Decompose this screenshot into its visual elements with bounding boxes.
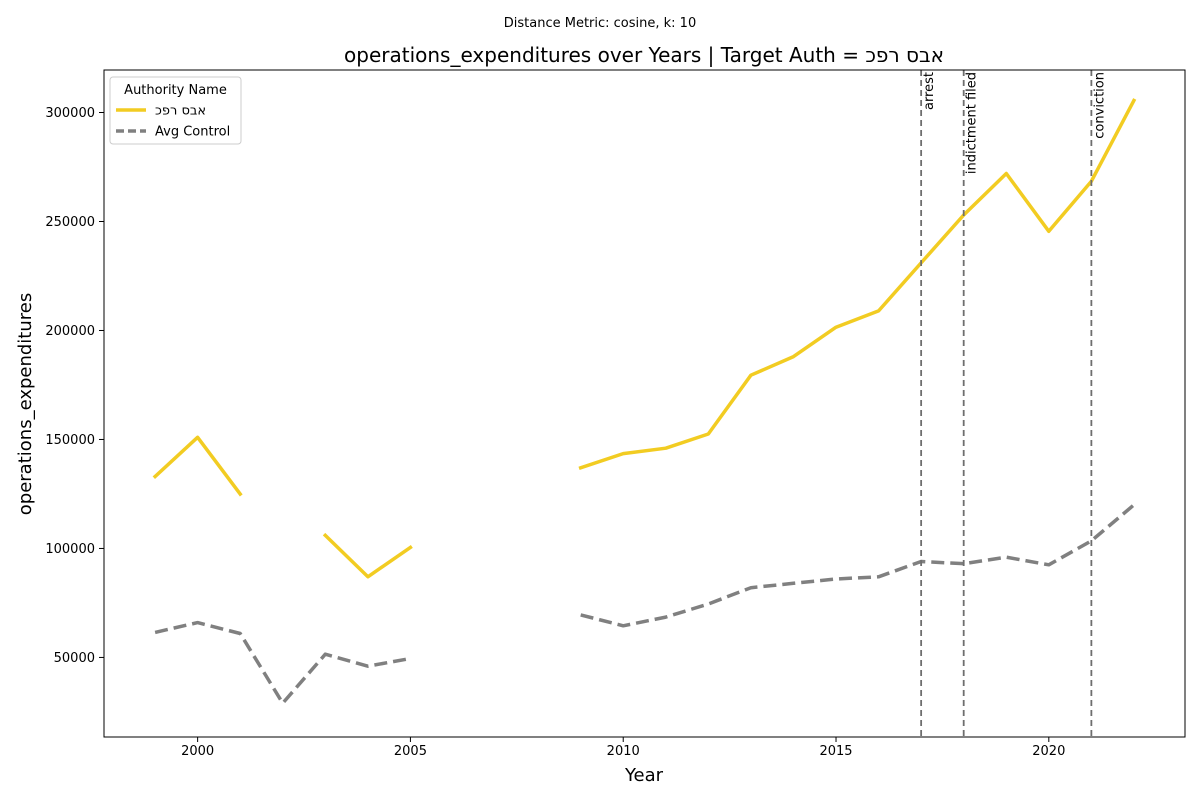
- y-tick-label: 150000: [45, 433, 95, 448]
- legend: Authority Name אבס רפכ Avg Control: [109, 76, 242, 145]
- legend-box: [109, 76, 242, 145]
- series-line-0: [578, 98, 1137, 471]
- x-tick-label: 2020: [1032, 744, 1065, 759]
- x-tick-label: 2015: [819, 744, 852, 759]
- legend-entry-0: אבס רפכ: [155, 104, 206, 119]
- chart-title: operations_expenditures over Years | Tar…: [344, 43, 944, 67]
- event-label: conviction: [1092, 72, 1107, 139]
- x-tick-label: 2010: [607, 744, 640, 759]
- x-tick-label: 2000: [181, 744, 214, 759]
- y-axis-label: operations_expenditures: [15, 293, 36, 515]
- event-label: arrest: [922, 72, 937, 110]
- plot-frame: [103, 69, 1186, 738]
- plot-area: 2000 2005 2010 2015 2020 50000 100000 150000 200…: [45, 70, 1137, 759]
- y-tick-label: 300000: [45, 106, 95, 121]
- x-tick-label: 2005: [394, 744, 427, 759]
- y-tick-label: 250000: [45, 215, 95, 230]
- legend-entry-1: Avg Control: [155, 125, 230, 140]
- y-tick-label: 50000: [54, 651, 95, 666]
- event-label: indictment filed: [965, 72, 980, 174]
- y-tick-label: 200000: [45, 324, 95, 339]
- series-line-0: [322, 532, 413, 579]
- legend-title: Authority Name: [124, 83, 227, 98]
- y-tick-label: 100000: [45, 542, 95, 557]
- chart-suptitle: Distance Metric: cosine, k: 10: [504, 16, 696, 31]
- series-line-0: [152, 435, 243, 497]
- series-line-1: [580, 503, 1136, 628]
- x-axis-label: Year: [624, 765, 664, 786]
- series-line-1: [154, 620, 411, 705]
